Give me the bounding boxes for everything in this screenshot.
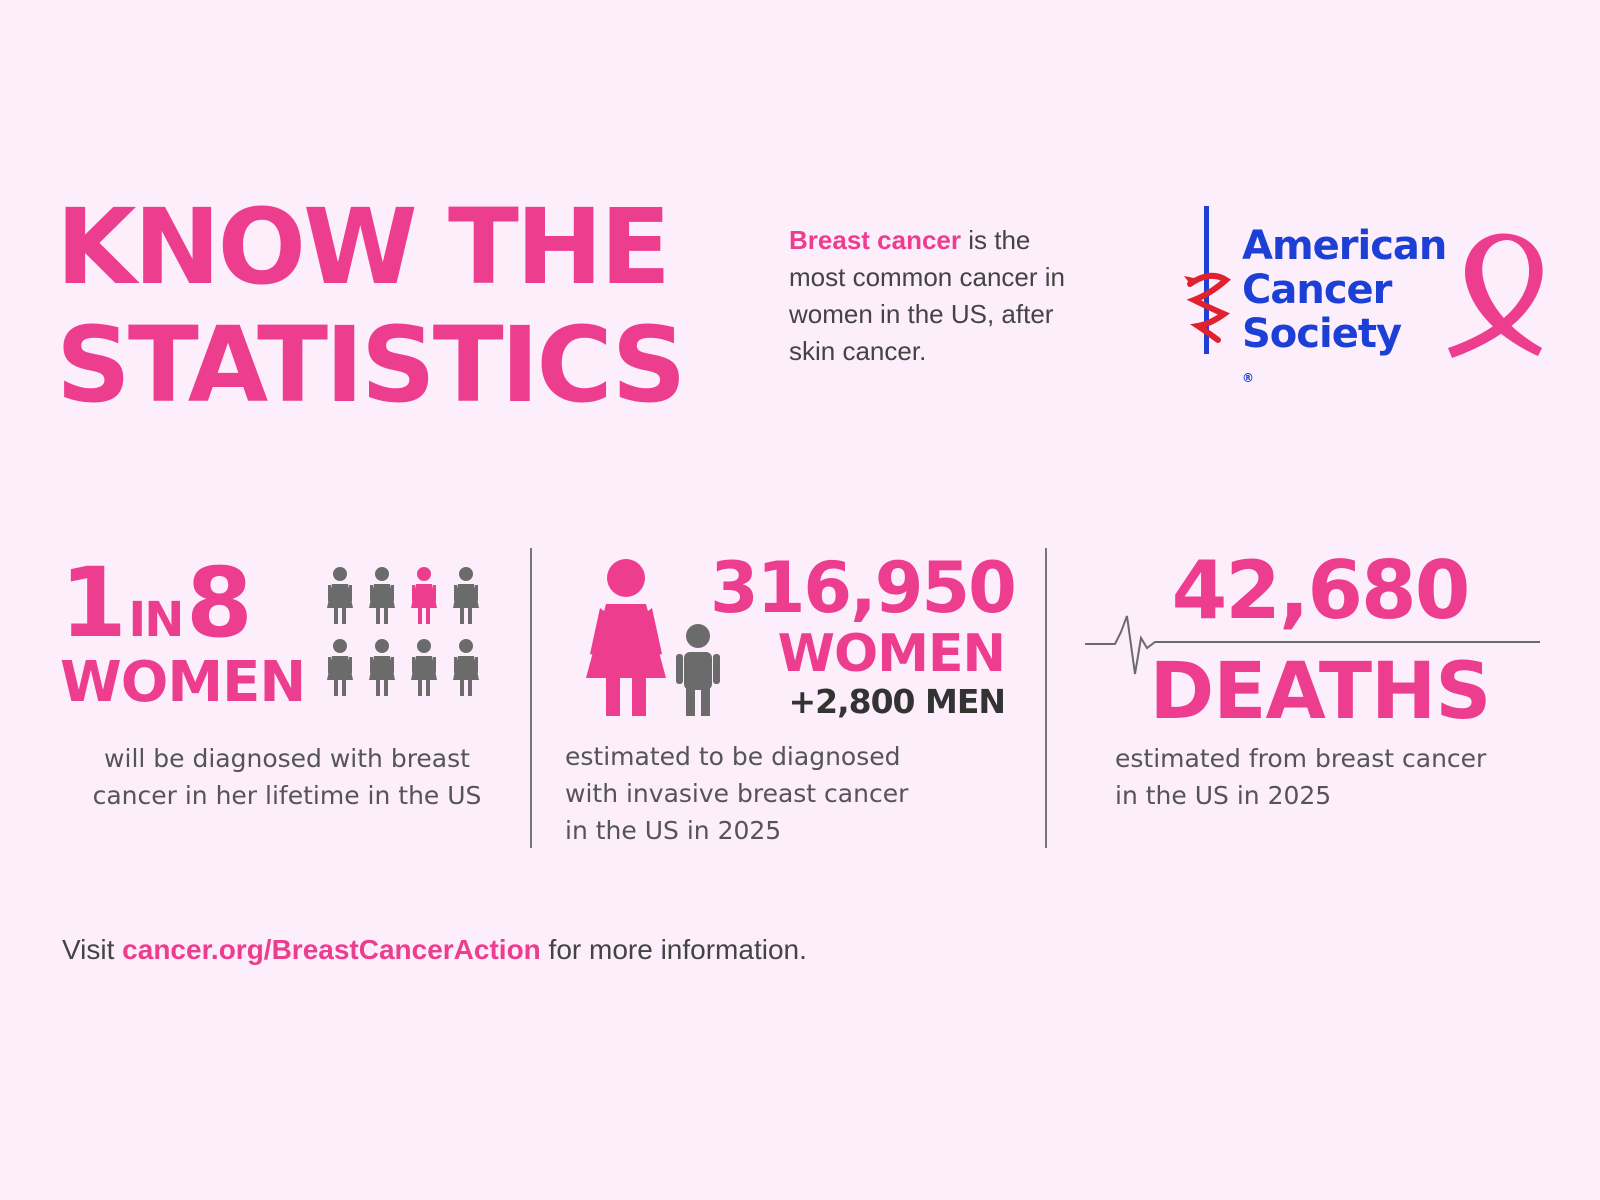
acs-logo: American Cancer Society ® [1180,204,1560,385]
footer: Visit cancer.org/BreastCancerAction for … [62,934,807,966]
stat-3-desc-line-1: estimated from breast cancer [1115,744,1487,773]
woman-icon [327,567,353,624]
footer-link[interactable]: cancer.org/BreastCancerAction [122,934,541,965]
stat-3-desc-line-2: in the US in 2025 [1115,781,1332,810]
stat-1-in-8: 1 IN 8 WOMEN [60,555,520,713]
stat-1-desc-line-1: will be diagnosed with breast [104,744,470,773]
logo-line-1: American [1242,223,1447,269]
registered-mark: ® [1242,371,1254,385]
headline-line-1: KNOW THE [56,186,671,308]
headline-line-2: STATISTICS [56,304,687,426]
woman-icon-highlighted [411,567,437,624]
intro-highlight: Breast cancer [789,225,961,255]
stat-1-number: 1 [60,547,127,659]
intro-rest: is the most common cancer in women in th… [789,225,1065,366]
stat-1-unit: WOMEN [60,650,306,715]
stat-3-unit: DEATHS [1149,647,1491,737]
stat-2-desc-line-3: in the US in 2025 [565,816,782,845]
stat-1-description: will be diagnosed with breast cancer in … [72,740,502,814]
stat-3-description: estimated from breast cancer in the US i… [1115,740,1555,814]
page-title: KNOW THE STATISTICS [56,186,687,426]
woman-icon [327,639,353,696]
woman-icon [369,567,395,624]
woman-child-icon [586,559,720,716]
stat-2-unit: WOMEN [777,624,1006,684]
stat-2-desc-line-1: estimated to be diagnosed [565,742,901,771]
stat-1-denominator: 8 [185,547,253,659]
stat-2-number: 316,950 [710,547,1017,629]
divider-1 [530,548,532,848]
divider-2 [1045,548,1047,848]
sword-snake-icon [1184,206,1232,354]
logo-line-3: Society [1242,311,1402,357]
pink-ribbon-icon [1448,233,1543,358]
footer-suffix: for more information. [540,934,807,965]
stat-2-men: +2,800 MEN [788,682,1006,721]
woman-icon [453,639,479,696]
woman-icon [453,567,479,624]
women-icon-grid [327,567,479,696]
stat-1-figure: 1 IN 8 [60,555,520,651]
woman-icon [369,639,395,696]
logo-line-2: Cancer [1242,267,1392,313]
heartbeat-line-icon [1085,615,1540,675]
intro-text: Breast cancer is the most common cancer … [789,222,1089,370]
stat-2-description: estimated to be diagnosed with invasive … [565,738,1005,849]
stat-3-number: 42,680 [1171,544,1471,637]
logo-wordmark: American Cancer Society ® [1242,223,1447,400]
footer-prefix: Visit [62,934,123,965]
stat-1-in: IN [128,592,184,648]
woman-icon [411,639,437,696]
stat-1-desc-line-2: cancer in her lifetime in the US [92,781,482,810]
stat-2-desc-line-2: with invasive breast cancer [565,779,909,808]
